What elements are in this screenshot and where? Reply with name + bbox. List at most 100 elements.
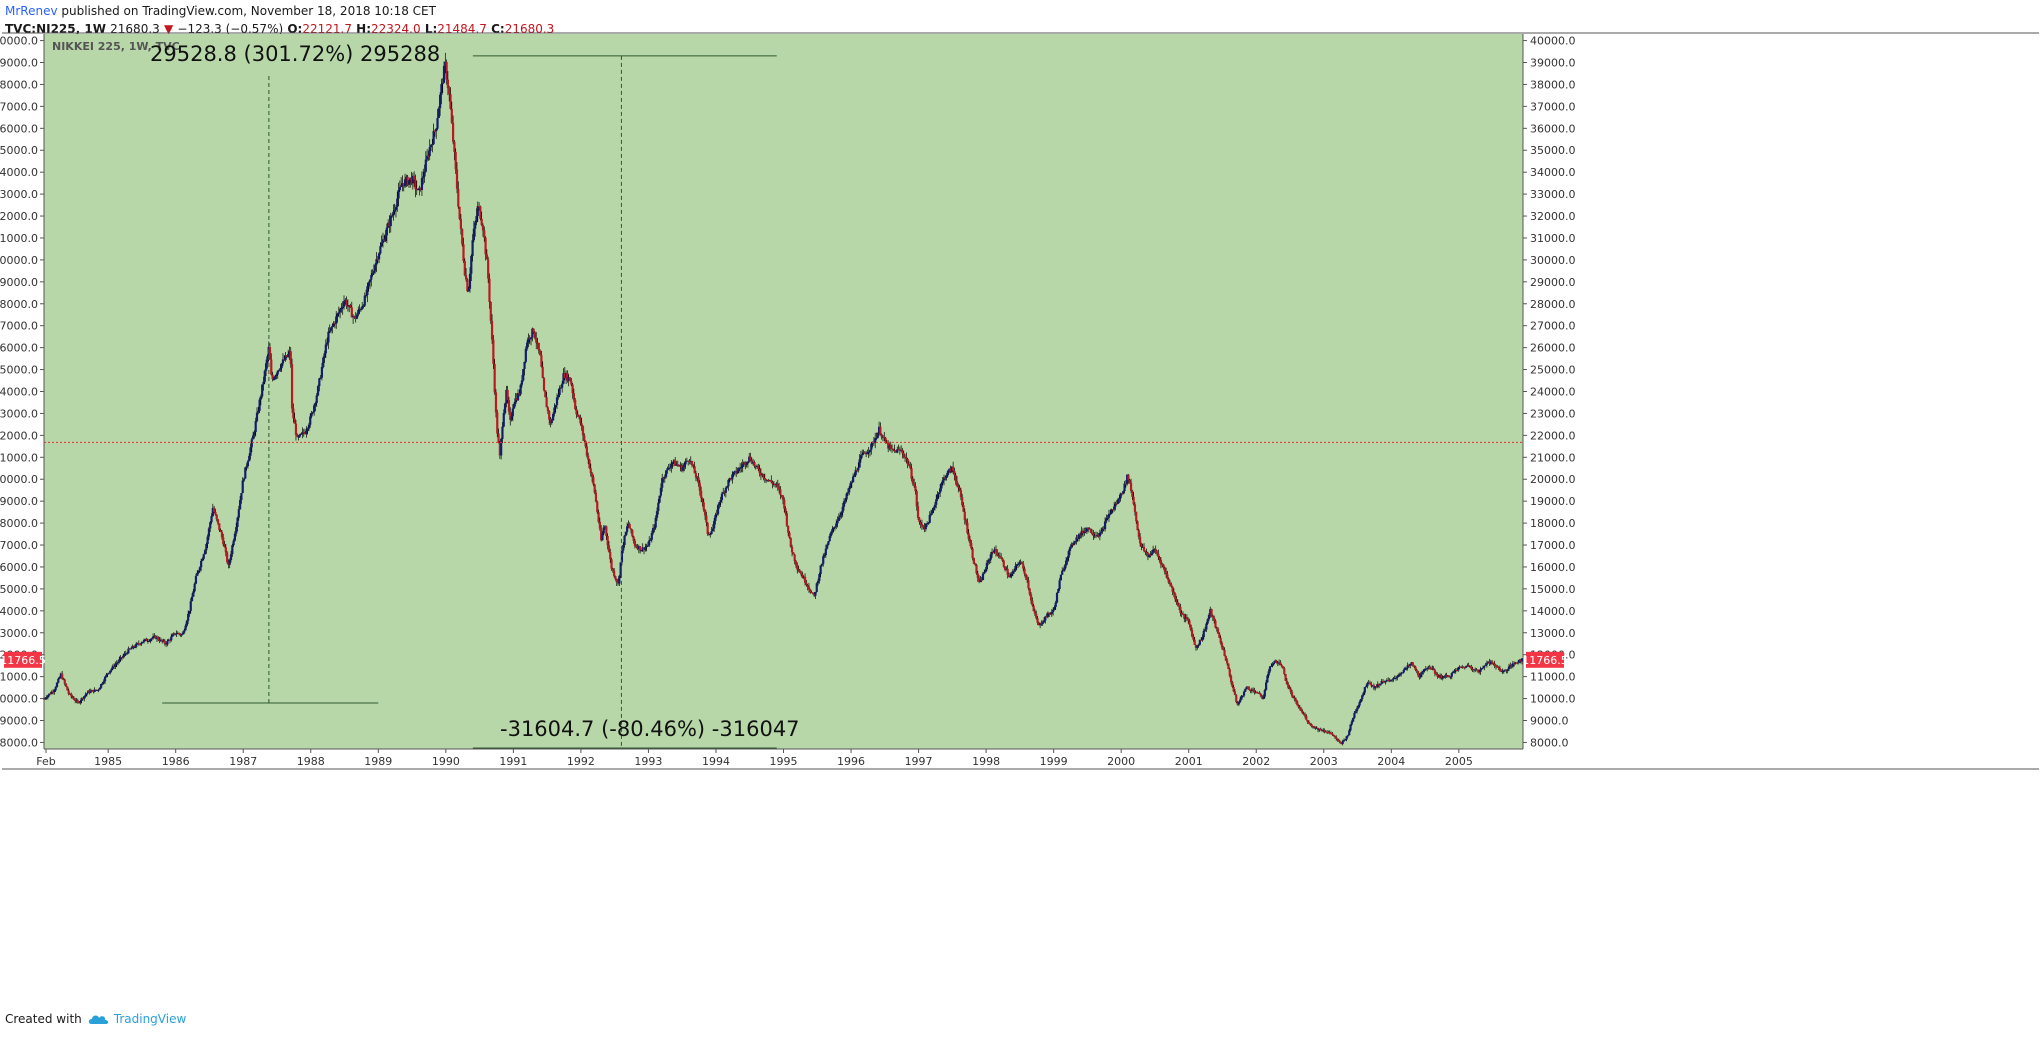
candle-body (106, 673, 109, 675)
candle-body (1433, 670, 1437, 674)
candle-body (861, 454, 864, 456)
candle-body (193, 583, 196, 592)
candle-body (1494, 665, 1498, 667)
candle-body (209, 522, 212, 529)
candle-body (394, 207, 398, 211)
candle-body (153, 635, 156, 637)
author-link[interactable]: MrRenev (5, 4, 58, 18)
candle-body (432, 130, 435, 145)
candle-body (1389, 679, 1392, 681)
candle-body (449, 94, 452, 109)
candle-body (809, 589, 812, 593)
candle-body (1405, 667, 1408, 669)
candle-body (787, 525, 790, 533)
candle-body (876, 432, 879, 438)
candle-body (1413, 665, 1416, 667)
candle-body (1209, 609, 1212, 616)
candle-body (1246, 686, 1250, 689)
candle-body (1358, 701, 1361, 706)
y-tick-label-left: 29000.0 (0, 276, 38, 289)
price-badge-left (4, 651, 42, 668)
candle-body (54, 687, 57, 691)
candle-body (770, 480, 773, 483)
candle-body (1162, 564, 1165, 568)
candle-body (658, 495, 661, 503)
candle-body (319, 377, 322, 379)
candle-body (594, 492, 598, 502)
candle-body (561, 383, 564, 388)
candle-body (181, 632, 185, 635)
x-tick-label: 1996 (837, 755, 865, 768)
candle-body (53, 690, 56, 693)
candle-body (1261, 696, 1264, 699)
candle-body (206, 536, 209, 545)
candle-body (664, 470, 668, 477)
candle-body (981, 573, 985, 581)
candle-body (236, 517, 239, 528)
candle-body (1226, 660, 1229, 664)
candle-body (1035, 613, 1038, 619)
candle-body (318, 378, 321, 387)
candle-body (1446, 675, 1450, 677)
candle-body (1142, 546, 1146, 551)
candle-body (1207, 615, 1211, 620)
candle-body (684, 461, 687, 465)
candle-body (780, 495, 783, 497)
candle-body (314, 402, 317, 406)
candle-body (1001, 558, 1004, 561)
candle-body (264, 363, 268, 371)
candle-body (1167, 578, 1170, 583)
candle-body (513, 403, 516, 409)
x-tick-label: 1989 (364, 755, 392, 768)
candle-body (1511, 663, 1514, 667)
candle-body (1098, 532, 1101, 537)
candle-body (910, 468, 913, 479)
tradingview-link[interactable]: TradingView (88, 1012, 186, 1026)
candle-body (829, 532, 833, 537)
candle-body (558, 388, 561, 396)
y-tick-label-right: 14000.0 (1530, 605, 1576, 618)
candle-body (122, 655, 125, 658)
range-down-label: -31604.7 (-80.46%) -316047 (500, 717, 800, 741)
range-up-label: 29528.8 (301.72%) 295288 (150, 42, 440, 66)
candle-body (271, 374, 274, 380)
candle-body (405, 176, 408, 180)
candle-body (1510, 665, 1513, 667)
candle-body (837, 517, 840, 521)
candle-body (1335, 737, 1338, 739)
candle-body (93, 689, 96, 693)
candle-body (1457, 667, 1460, 671)
candle-body (855, 470, 859, 472)
tradingview-cloud-icon (88, 1015, 108, 1024)
candle-body (1213, 617, 1216, 621)
candle-body (1414, 666, 1417, 670)
candle-body (483, 230, 486, 238)
candle-body (574, 399, 577, 409)
candle-body (1040, 623, 1043, 625)
candle-body (859, 455, 863, 460)
candle-body (915, 491, 918, 507)
candle-body (764, 479, 768, 481)
y-tick-label-left: 20000.0 (0, 473, 38, 486)
candle-body (654, 517, 657, 528)
candle-body (1500, 670, 1503, 672)
candle-body (305, 430, 308, 434)
y-tick-label-right: 36000.0 (1530, 122, 1576, 135)
candle-body (992, 551, 995, 553)
candle-body (728, 478, 731, 480)
candle-body (957, 485, 960, 488)
candle-body (409, 177, 412, 181)
candle-body (364, 295, 368, 297)
candle-body (57, 678, 60, 683)
candle-body (781, 495, 785, 500)
candle-body (1352, 717, 1355, 722)
candle-body (487, 259, 490, 279)
candle-body (1316, 727, 1320, 731)
candle-body (1374, 686, 1377, 689)
candle-body (1054, 602, 1057, 607)
candle-body (698, 483, 701, 491)
y-tick-label-left: 26000.0 (0, 342, 38, 355)
candle-body (1465, 666, 1468, 668)
candle-body (577, 415, 581, 418)
